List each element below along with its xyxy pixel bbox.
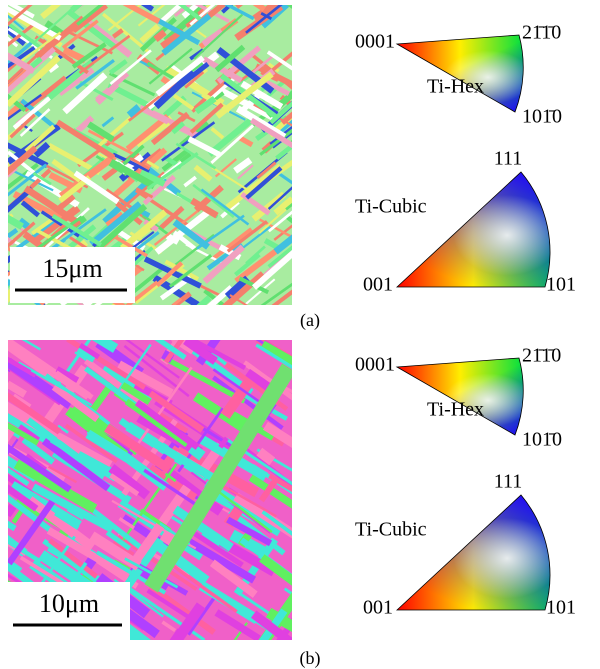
- hex-corner: 21̄1̄0: [522, 22, 561, 44]
- hex-corner: 101̄0: [522, 429, 562, 451]
- scale-bar-label: 10μm: [39, 589, 99, 618]
- hex-corner: 0001: [355, 354, 395, 376]
- figure: 15μm (a) 0001 21̄1̄0 101̄0 Ti-Hex 111 001 101 Ti-…: [0, 0, 600, 669]
- cubic-key-white: [397, 172, 550, 287]
- hex-corner: 21̄1̄0: [522, 345, 561, 367]
- panel-label: (b): [300, 648, 321, 669]
- cubic-corner: 101: [546, 274, 576, 296]
- cubic-title: Ti-Cubic: [355, 196, 427, 218]
- cubic-corner: 001: [363, 597, 393, 619]
- hex-corner: 101̄0: [522, 106, 562, 128]
- grain: [0, 218, 6, 229]
- hex-corner: 0001: [355, 31, 395, 53]
- cubic-corner: 111: [494, 471, 523, 493]
- panel: 10μm (b) 0001 21̄1̄0 101̄0 Ti-Hex 111 001 101 Ti-…: [0, 311, 576, 669]
- panel-label: (a): [300, 310, 320, 331]
- hex-title: Ti-Hex: [427, 399, 484, 421]
- panel: 15μm (a) 0001 21̄1̄0 101̄0 Ti-Hex 111 001 101 Ti-…: [0, 0, 576, 331]
- hex-key-white: [397, 358, 523, 435]
- cubic-key-white: [397, 495, 550, 610]
- cubic-title: Ti-Cubic: [355, 519, 427, 541]
- grain: [171, 638, 187, 652]
- scale-bar-label: 15μm: [42, 254, 102, 283]
- cubic-corner: 001: [363, 274, 393, 296]
- cubic-corner: 111: [494, 148, 523, 170]
- hex-key-white: [397, 35, 523, 112]
- hex-title: Ti-Hex: [427, 76, 484, 98]
- cubic-corner: 101: [546, 597, 576, 619]
